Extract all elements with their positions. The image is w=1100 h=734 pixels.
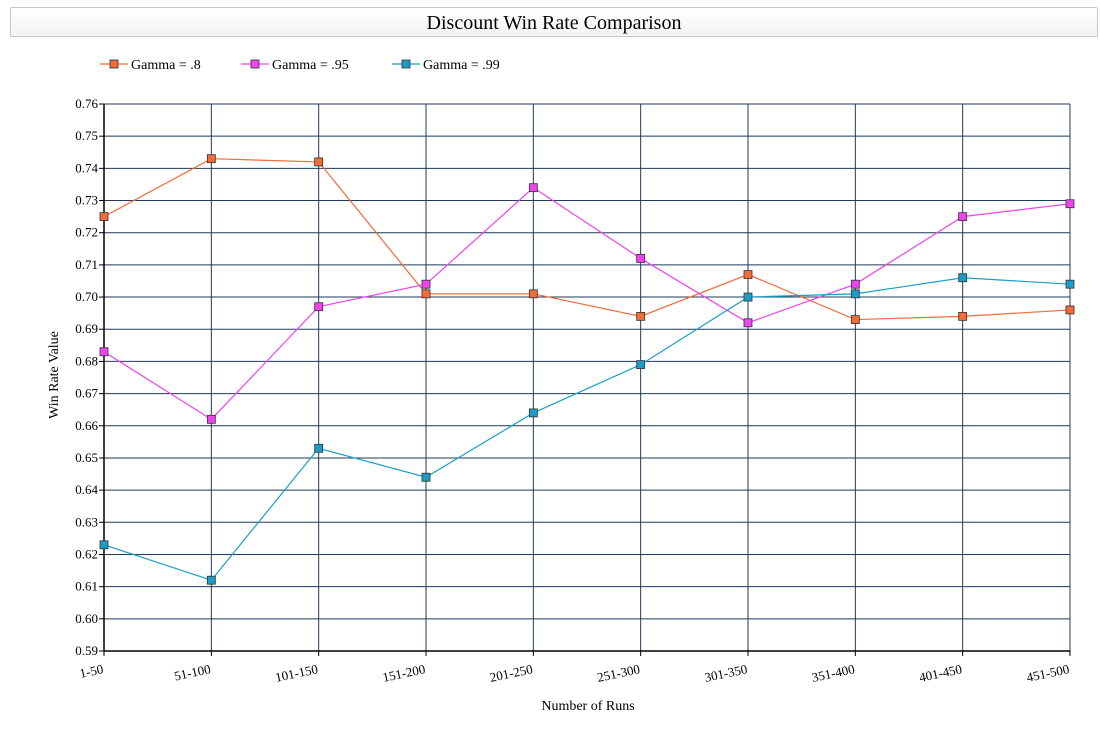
x-axis-title: Number of Runs: [541, 699, 634, 714]
y-tick-label: 0.71: [75, 257, 98, 272]
y-tick-label: 0.65: [75, 450, 98, 465]
data-point: [1065, 279, 1075, 289]
data-point: [958, 311, 968, 321]
y-tick-label: 0.66: [75, 418, 98, 433]
chart-title: Discount Win Rate Comparison: [10, 7, 1098, 37]
y-tick-label: 0.73: [75, 193, 98, 208]
x-tick-label: 451-500: [1025, 661, 1071, 685]
legend-label: Gamma = .8: [131, 58, 201, 73]
x-tick-label: 201-250: [488, 661, 534, 685]
data-point: [1065, 305, 1075, 315]
y-tick-label: 0.67: [75, 386, 98, 401]
data-point: [314, 302, 324, 312]
y-tick-label: 0.63: [75, 514, 98, 529]
x-tick-label: 1-50: [78, 661, 104, 681]
data-point: [421, 472, 431, 482]
data-point: [850, 315, 860, 324]
y-tick-label: 0.70: [75, 289, 98, 304]
data-point: [958, 212, 968, 222]
y-tick-label: 0.72: [75, 225, 98, 240]
legend-marker: [401, 59, 411, 69]
data-point: [99, 540, 109, 550]
data-point: [314, 443, 324, 453]
series-line-3: [103, 277, 1071, 581]
x-tick-label: 301-350: [703, 661, 749, 685]
x-tick-label: 401-450: [918, 661, 964, 685]
legend-label: Gamma = .95: [272, 58, 349, 73]
legend-marker: [250, 59, 260, 69]
data-point: [636, 360, 646, 370]
tick-labels: 0.59 0.60 0.61 0.62 0.63 0.64 0.65 0.66 0.67 0.68…: [75, 96, 1070, 685]
data-point: [528, 289, 538, 299]
data-point: [528, 408, 538, 418]
data-points: [99, 154, 1075, 585]
x-tick-label: 251-300: [596, 661, 642, 685]
data-point: [636, 254, 646, 263]
data-point: [850, 289, 860, 299]
data-point: [743, 318, 753, 328]
data-point: [99, 212, 109, 222]
x-tick-label: 351-400: [810, 661, 856, 685]
y-tick-label: 0.60: [75, 611, 98, 626]
x-tick-label: 101-150: [274, 661, 320, 685]
data-point: [1065, 199, 1075, 209]
y-tick-label: 0.74: [75, 160, 98, 175]
data-point: [421, 279, 431, 289]
y-tick-label: 0.61: [75, 579, 98, 594]
data-point: [636, 311, 646, 321]
y-tick-label: 0.76: [75, 96, 98, 111]
data-point: [314, 157, 324, 167]
axes: [99, 103, 1071, 656]
x-tick-label: 51-100: [173, 661, 212, 683]
x-tick-label: 151-200: [381, 661, 427, 685]
y-tick-label: 0.68: [75, 353, 98, 368]
data-point: [421, 289, 431, 299]
y-axis-title: Win Rate Value: [47, 331, 62, 419]
legend: Gamma = .8 Gamma = .95 Gamma = .99: [100, 58, 500, 73]
y-tick-label: 0.69: [75, 321, 98, 336]
data-point: [99, 347, 109, 357]
series-lines: [103, 158, 1071, 581]
legend-marker: [109, 59, 119, 69]
data-point: [206, 154, 216, 164]
data-point: [528, 183, 538, 193]
series-line-2: [103, 186, 1071, 421]
data-point: [958, 273, 968, 283]
y-tick-label: 0.64: [75, 482, 98, 497]
y-tick-label: 0.59: [75, 643, 98, 658]
legend-label: Gamma = .99: [423, 58, 500, 73]
data-point: [206, 575, 216, 585]
grid: [103, 103, 1071, 652]
data-point: [743, 270, 753, 279]
data-point: [743, 292, 753, 302]
series-line-1: [103, 158, 1071, 321]
y-tick-label: 0.75: [75, 128, 98, 143]
data-point: [850, 279, 860, 289]
y-tick-label: 0.62: [75, 546, 98, 561]
data-point: [206, 414, 216, 424]
